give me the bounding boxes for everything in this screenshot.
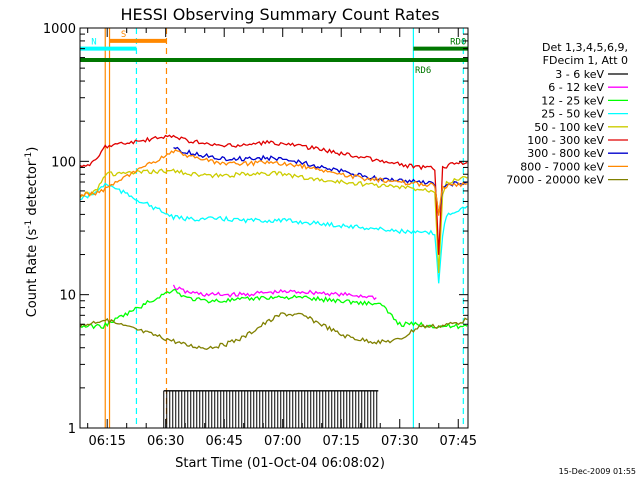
- series-line: [79, 182, 468, 284]
- legend-label: 12 - 25 keV: [541, 94, 604, 107]
- x-tick-label: 07:30: [381, 434, 418, 449]
- legend-header-1: Det 1,3,4,5,6,9,: [542, 41, 628, 54]
- series-line: [79, 312, 468, 350]
- legend-label: 300 - 800 keV: [527, 147, 604, 160]
- legend-header-2: FDecim 1, Att 0: [543, 54, 628, 67]
- x-axis-label: Start Time (01-Oct-04 06:08:02): [175, 456, 385, 471]
- y-tick-label: 1000: [43, 22, 76, 37]
- legend-label: 7000 - 20000 keV: [506, 174, 604, 187]
- legend: Det 1,3,4,5,6,9, FDecim 1, Att 0 3 - 6 k…: [506, 41, 628, 187]
- y-tick-label: 10: [59, 289, 76, 304]
- legend-label: 25 - 50 keV: [541, 108, 604, 121]
- series-line: [79, 168, 468, 274]
- series-line: [79, 288, 468, 330]
- y-tick-label: 100: [51, 155, 76, 170]
- x-tick-label: 07:45: [440, 434, 477, 449]
- annotation-label: RD6: [415, 66, 431, 76]
- legend-label: 50 - 100 keV: [534, 121, 604, 134]
- x-tick-label: 06:15: [88, 434, 125, 449]
- x-tick-label: 07:15: [322, 434, 359, 449]
- legend-label: 100 - 300 keV: [527, 134, 604, 147]
- legend-label: 800 - 7000 keV: [520, 160, 604, 173]
- chart-title: HESSI Observing Summary Count Rates: [120, 5, 439, 24]
- y-axis-label: Count Rate (s-1 detector-1): [24, 147, 40, 318]
- footer-timestamp: 15-Dec-2009 01:55: [559, 467, 636, 476]
- x-tick-label: 07:00: [264, 434, 301, 449]
- annotation-label: RD0: [450, 38, 466, 48]
- plot-frame: [79, 27, 469, 429]
- legend-label: 3 - 6 keV: [555, 68, 604, 81]
- series-line: [173, 146, 468, 215]
- annotation-label: S: [121, 30, 126, 40]
- x-tick-label: 06:45: [205, 434, 242, 449]
- series-line: [79, 134, 468, 255]
- annotation-label: N: [91, 38, 96, 48]
- series-line: [172, 284, 377, 301]
- x-tick-label: 06:30: [147, 434, 184, 449]
- series-line: [79, 149, 468, 216]
- legend-label: 6 - 12 keV: [548, 81, 604, 94]
- y-tick-label: 1: [68, 422, 76, 437]
